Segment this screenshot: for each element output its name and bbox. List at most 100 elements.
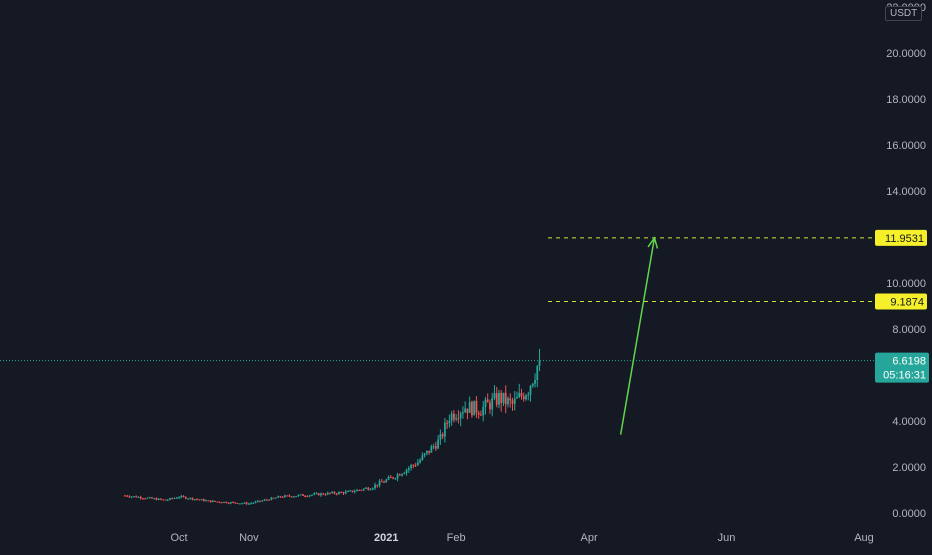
candle-body [380,481,383,483]
candle-body [441,434,444,437]
candle-body [455,418,458,420]
candle-body [398,474,401,476]
candle-body [531,383,534,387]
candle-body [166,499,169,501]
candle-body [187,498,189,500]
currency-label[interactable]: USDT [885,6,923,21]
candle-body [256,500,259,502]
candle-body [360,489,363,491]
candle-body [493,393,496,399]
candle-body [489,402,491,410]
candle-body [178,497,180,499]
candle-body [198,499,201,501]
candle-body [484,399,487,407]
candle-body [326,492,329,495]
y-tick-label: 4.0000 [892,416,926,428]
candle-body [293,496,295,498]
candle-body [281,496,284,498]
candle-body [272,497,275,499]
candle-body [146,497,149,499]
candle-body [371,488,374,490]
candle-body [423,453,426,456]
candle-body [471,402,473,416]
price-axis[interactable]: 0.00002.00004.00006.00008.000010.000012.… [886,2,926,520]
candle-body [365,487,367,489]
candle-body [202,499,205,501]
candle-body [236,503,239,505]
candle-body [308,495,311,497]
candle-body [137,496,140,498]
candle-body [410,465,412,468]
candle-body [290,496,293,498]
candle-body [414,465,417,467]
candle-body [313,493,316,495]
candle-body [477,412,480,415]
x-tick-label: Jun [718,532,736,544]
candle-body [518,393,521,398]
candle-body [405,469,408,473]
candle-body [265,499,268,501]
candle-body [351,490,354,492]
candle-body [448,420,451,424]
x-tick-label: Oct [170,532,187,544]
candle-body [247,503,250,505]
candle-body [317,493,320,496]
candles-layer [124,348,541,505]
candle-body [419,459,422,463]
candle-body [139,496,142,499]
candle-body [356,489,358,492]
arrow-layer[interactable] [619,236,659,435]
candle-body [538,360,541,366]
level-badge-label: 9.1874 [890,297,924,309]
y-tick-label: 8.0000 [892,324,926,336]
candle-body [207,500,210,502]
candle-body [522,396,525,400]
candle-body [274,497,277,499]
candle-body [509,398,512,401]
candle-body [498,392,500,405]
candle-body [331,491,334,494]
candle-body [124,495,126,497]
candle-body [367,487,370,490]
levels-layer[interactable] [548,237,874,303]
candle-body [383,481,385,483]
candle-body [259,500,262,502]
time-axis[interactable]: Oct Nov 2021 Feb Apr Jun Aug [170,532,873,544]
candle-body [358,489,361,491]
candle-body [225,501,228,503]
candle-body [200,499,203,501]
target-arrow-line [619,237,656,435]
candle-body [169,498,171,500]
candle-body [252,502,255,504]
candle-body [349,490,352,492]
candle-body [480,414,482,416]
candle-body [232,502,234,504]
candle-body [464,408,467,413]
candle-body [403,472,406,474]
candle-body [376,484,379,486]
candle-body [534,380,536,384]
candle-body [434,446,437,449]
candle-body [144,498,147,500]
candle-body [482,406,485,416]
candle-body [142,498,144,500]
candle-body [229,502,232,504]
candle-body [529,386,532,395]
level-badge-label: 11.9531 [885,233,924,245]
candle-body [171,498,174,500]
candle-body [387,476,390,480]
candle-body [338,492,340,495]
candle-body [189,497,192,499]
candle-body [502,392,505,404]
candle-body [374,484,376,489]
candle-body [459,413,462,419]
candle-body [504,392,507,405]
candle-body [495,393,498,405]
candle-body [344,491,347,494]
candle-body [184,496,187,499]
candle-body [369,489,372,491]
candle-body [446,422,449,424]
candle-body [288,495,291,497]
